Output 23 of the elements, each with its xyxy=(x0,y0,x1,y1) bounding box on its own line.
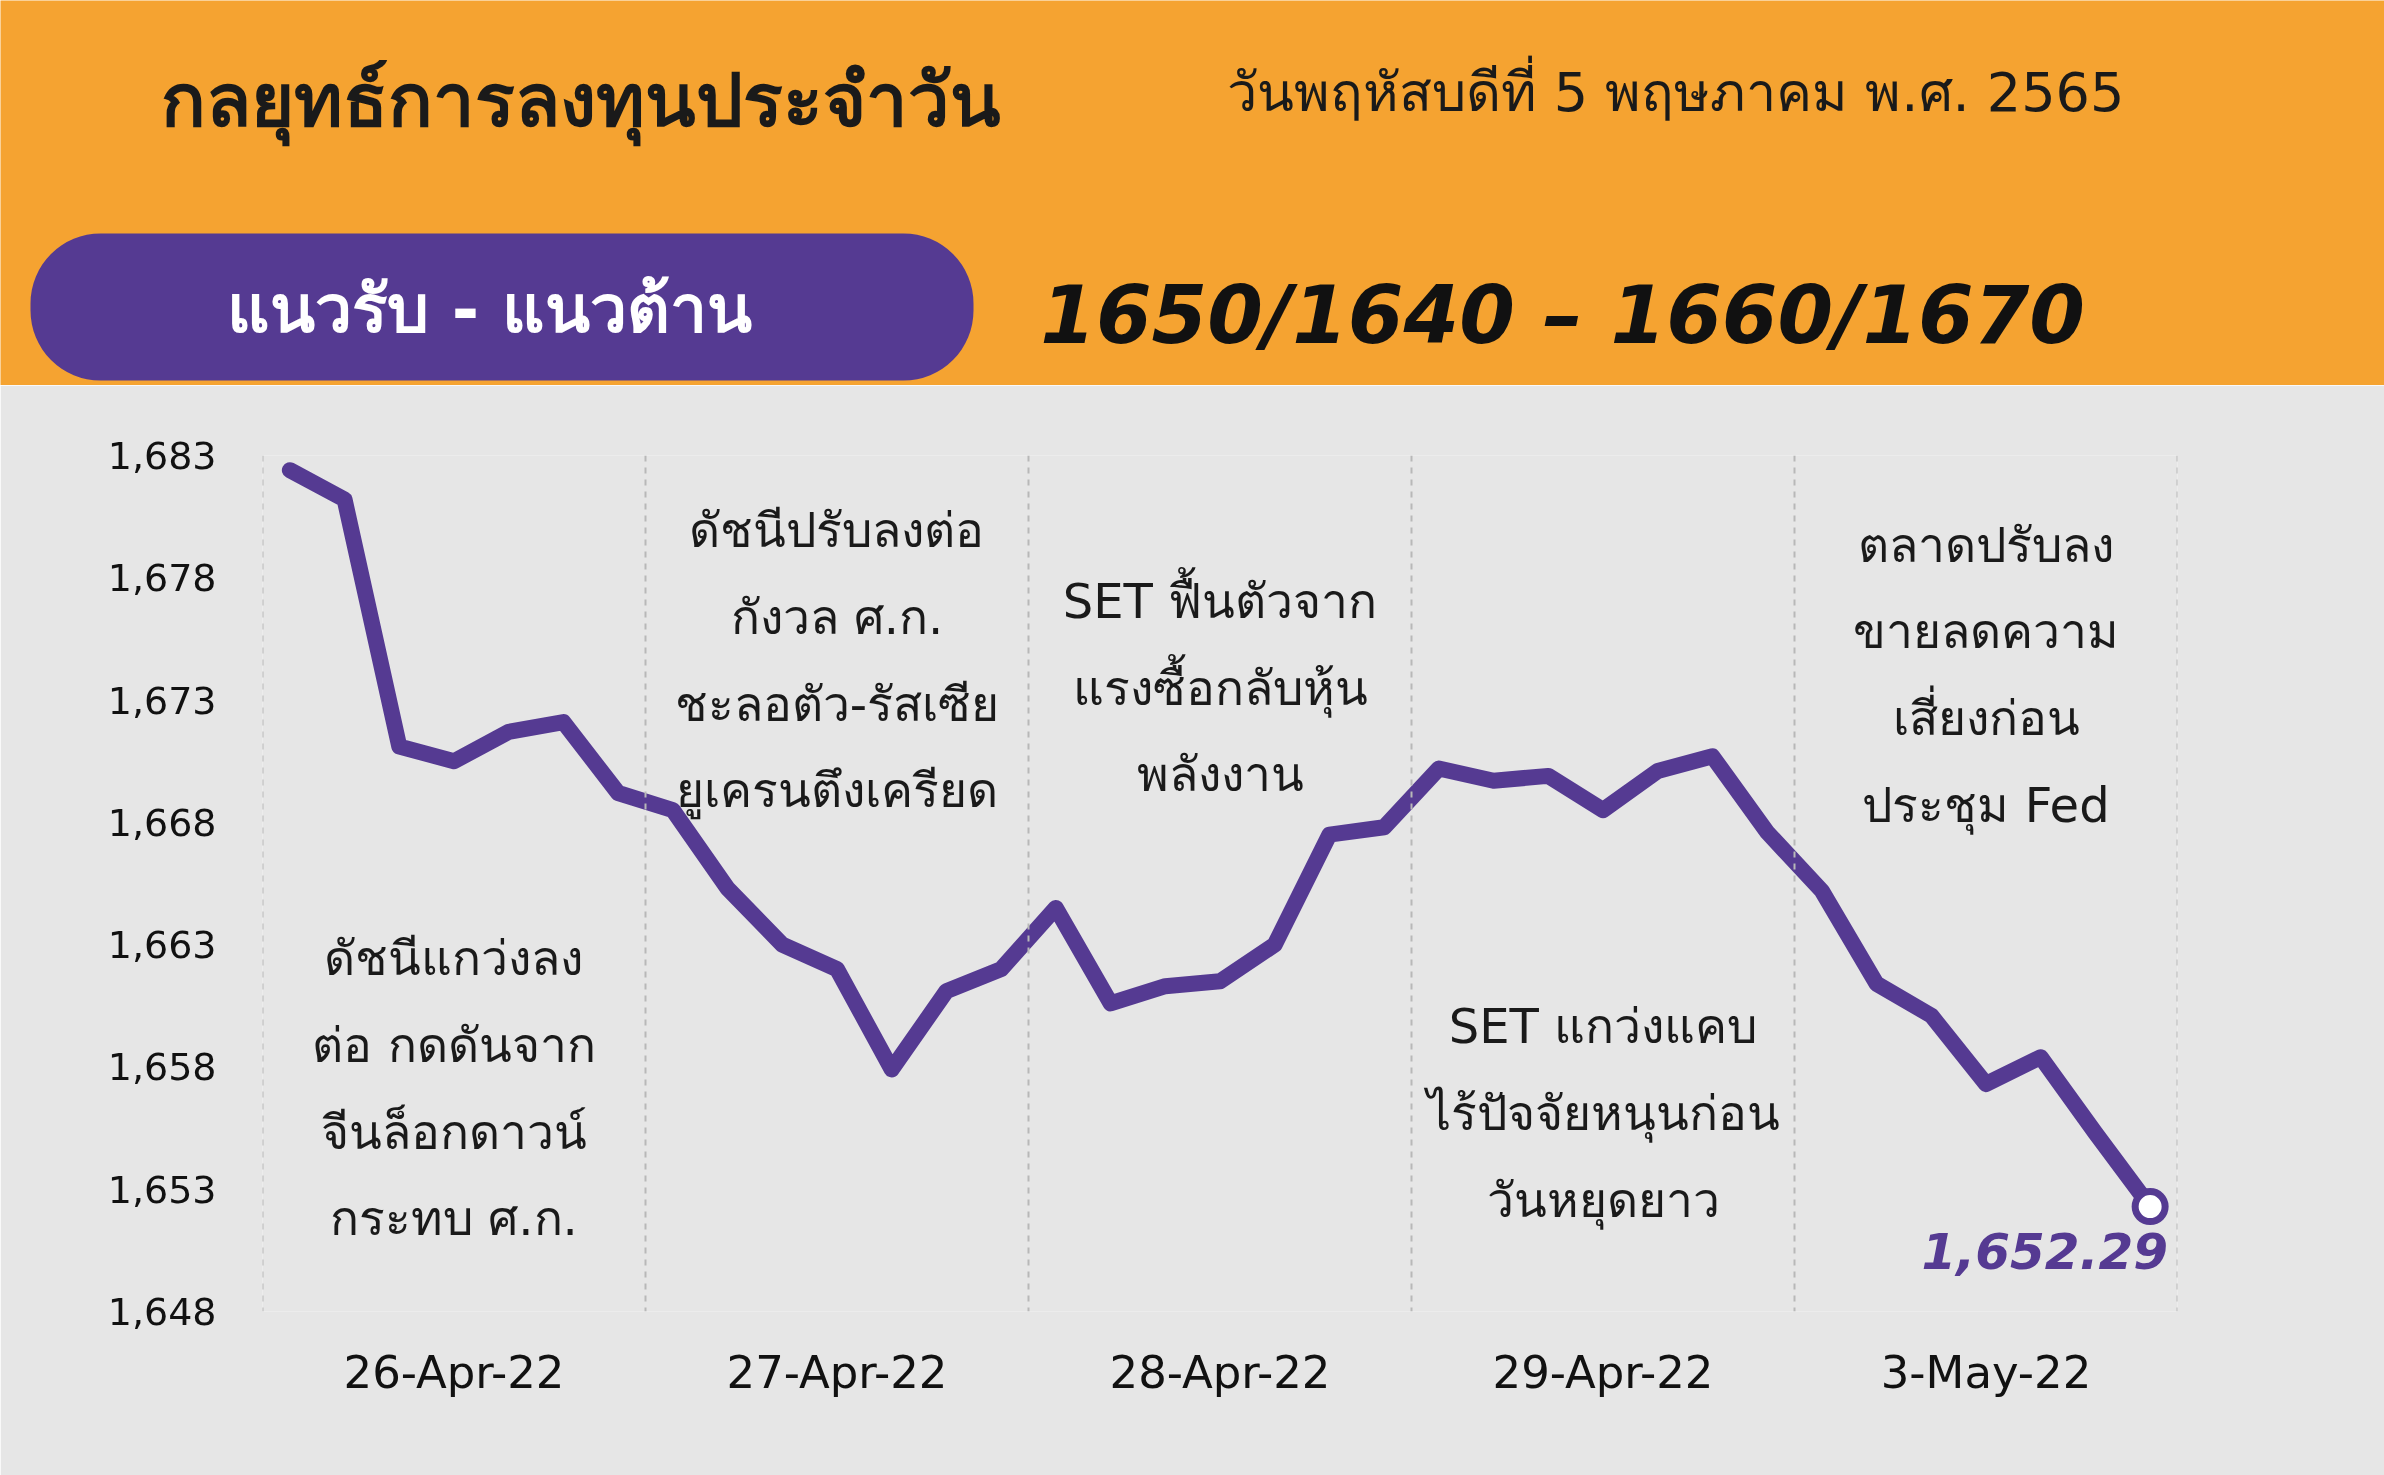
y-tick-label: 1,673 xyxy=(107,678,217,723)
annotation: SET แกว่งแคบ ไร้ปัจจัยหนุนก่อน วันหยุดยาว xyxy=(1422,998,1780,1231)
y-tick-label: 1,668 xyxy=(107,800,217,845)
annotation: SET ฟื้นตัวจาก แรงซื้อกลับหุ้น พลังงาน xyxy=(1062,566,1378,803)
x-tick-label: 26-Apr-22 xyxy=(343,1345,565,1399)
annotation: ดัชนีปรับลงต่อ กังวล ศ.ก. ชะลอตัว-รัสเซีย ยูเครนตึงเครียด xyxy=(674,501,1000,821)
x-tick-label: 3-May-22 xyxy=(1880,1345,2092,1399)
annotation: 1,652.29 xyxy=(1921,1222,2169,1281)
y-tick-label: 1,663 xyxy=(107,923,217,968)
annotation: ดัชนีแกว่งลง ต่อ กดดันจาก จีนล็อกดาวน์ กระทบ ศ.ก. xyxy=(312,929,596,1247)
text: แนวรับ - แนวต้าน xyxy=(226,271,753,348)
x-tick-label: 28-Apr-22 xyxy=(1109,1345,1331,1399)
text: 1650/1640 – 1660/1670 xyxy=(1040,269,2086,362)
annotation: ตลาดปรับลง ขายลดความ เสี่ยงก่อน ประชุม Fed xyxy=(1853,516,2119,836)
y-tick-label: 1,653 xyxy=(107,1167,217,1212)
x-tick-label: 27-Apr-22 xyxy=(726,1345,948,1399)
y-tick-label: 1,658 xyxy=(107,1045,217,1090)
chart-subtitle: วันพฤหัสบดีที่ 5 พฤษภาคม พ.ศ. 2565 xyxy=(1226,55,2125,124)
chart-title: กลยุทธ์การลงทุนประจำวัน xyxy=(160,56,1001,147)
y-tick-label: 1,683 xyxy=(107,434,217,478)
y-tick-label: 1,678 xyxy=(107,556,217,601)
x-tick-label: 29-Apr-22 xyxy=(1492,1345,1714,1399)
y-tick-label: 1,648 xyxy=(107,1290,217,1334)
